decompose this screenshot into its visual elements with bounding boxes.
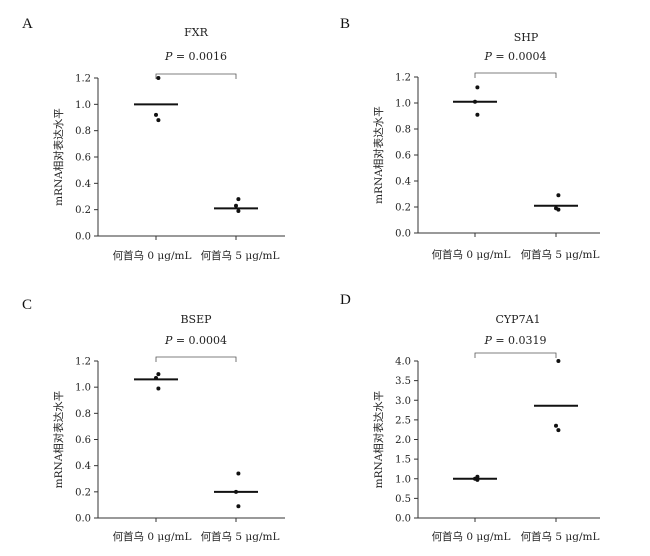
x-category-label: 何首乌 5 μg/mL xyxy=(201,530,280,543)
y-tick-label: 0.8 xyxy=(75,126,91,137)
data-point xyxy=(236,504,241,509)
chart-title: BSEP xyxy=(180,313,212,326)
y-tick-label: 1.2 xyxy=(75,357,91,368)
y-tick-label: 1.0 xyxy=(75,100,91,111)
y-tick-label: 3.5 xyxy=(395,376,411,387)
x-category-label: 何首乌 0 μg/mL xyxy=(432,248,511,261)
panel-letter: B xyxy=(340,16,350,32)
data-point xyxy=(234,203,238,208)
data-point xyxy=(156,372,161,377)
y-tick-label: 0.6 xyxy=(75,435,91,446)
chart-panel-d: D CYP7A1 mRNA相对表达水平 0.0 0.5 1.0 1.5 2.0 2.5 3.0 3.… xyxy=(340,292,600,543)
y-tick-label: 0.2 xyxy=(395,203,411,214)
y-tick-label: 0.8 xyxy=(395,125,411,136)
p-value-label: P = 0.0016 xyxy=(164,50,227,63)
y-tick-label: 0.4 xyxy=(75,179,91,190)
data-point xyxy=(156,118,161,123)
x-category-label: 何首乌 5 μg/mL xyxy=(521,530,600,543)
y-tick-label: 2.0 xyxy=(395,435,411,446)
data-point xyxy=(236,471,241,476)
y-tick-label: 0.8 xyxy=(75,409,91,420)
x-category-label: 何首乌 5 μg/mL xyxy=(201,249,280,262)
panel-letter: A xyxy=(22,16,33,32)
p-value-label: P = 0.0004 xyxy=(483,50,546,63)
chart-panel-a: A FXR mRNA相对表达水平 0.0 0.2 0.4 0.6 0.8 1.0 1.2 何首乌 0… xyxy=(22,16,285,262)
y-tick-label: 0.0 xyxy=(75,514,91,525)
y-tick-label: 0.6 xyxy=(395,151,411,162)
y-tick-label: 1.2 xyxy=(395,73,411,84)
significance-bracket xyxy=(155,73,237,79)
panel-letter: D xyxy=(340,292,351,308)
y-tick-label: 0.4 xyxy=(75,461,91,472)
y-tick-label: 1.0 xyxy=(75,383,91,394)
data-point xyxy=(156,386,161,391)
data-point xyxy=(236,197,241,202)
significance-bracket xyxy=(474,352,557,358)
y-tick-label: 4.0 xyxy=(395,357,411,368)
chart-title: CYP7A1 xyxy=(495,313,540,326)
y-tick-label: 1.2 xyxy=(75,74,91,85)
x-category-label: 何首乌 0 μg/mL xyxy=(113,249,192,262)
y-axis-label: mRNA相对表达水平 xyxy=(52,391,65,489)
y-axis-label: mRNA相对表达水平 xyxy=(52,108,65,206)
data-point xyxy=(556,359,561,363)
data-point xyxy=(154,112,158,117)
chart-panel-b: B SHP mRNA相对表达水平 0.0 0.2 0.4 0.6 0.8 1.0 1.2 何首乌 0… xyxy=(340,16,600,261)
y-tick-label: 0.0 xyxy=(395,229,411,240)
y-tick-label: 0.0 xyxy=(75,232,91,243)
data-point xyxy=(554,423,558,428)
y-tick-label: 3.0 xyxy=(395,396,411,407)
y-tick-label: 1.0 xyxy=(395,99,411,110)
y-tick-label: 1.5 xyxy=(395,455,411,466)
y-tick-label: 0.2 xyxy=(75,205,91,216)
y-tick-label: 0.2 xyxy=(75,487,91,498)
y-tick-label: 0.0 xyxy=(395,514,411,525)
data-point xyxy=(475,112,480,117)
data-point xyxy=(556,193,561,198)
p-value-label: P = 0.0319 xyxy=(483,334,546,347)
data-point xyxy=(156,76,161,80)
data-point xyxy=(556,428,561,433)
chart-title: SHP xyxy=(514,31,539,44)
significance-bracket xyxy=(474,72,557,78)
y-tick-label: 2.5 xyxy=(395,415,411,426)
y-tick-label: 1.0 xyxy=(395,474,411,485)
data-point xyxy=(556,207,561,212)
y-tick-label: 0.4 xyxy=(395,177,411,188)
data-point xyxy=(475,85,480,90)
y-tick-label: 0.5 xyxy=(395,494,411,505)
chart-title: FXR xyxy=(184,26,208,39)
y-tick-label: 0.6 xyxy=(75,153,91,164)
x-category-label: 何首乌 0 μg/mL xyxy=(113,530,192,543)
x-category-label: 何首乌 0 μg/mL xyxy=(432,530,511,543)
y-axis-label: mRNA相对表达水平 xyxy=(372,106,385,204)
data-point xyxy=(236,208,241,213)
significance-bracket xyxy=(155,356,237,362)
p-value-label: P = 0.0004 xyxy=(164,334,227,347)
x-category-label: 何首乌 5 μg/mL xyxy=(521,248,600,261)
chart-panel-c: C BSEP mRNA相对表达水平 0.0 0.2 0.4 0.6 0.8 1.0 1.2 何首乌 … xyxy=(22,297,285,543)
panel-letter: C xyxy=(22,297,32,313)
y-axis-label: mRNA相对表达水平 xyxy=(372,391,385,489)
